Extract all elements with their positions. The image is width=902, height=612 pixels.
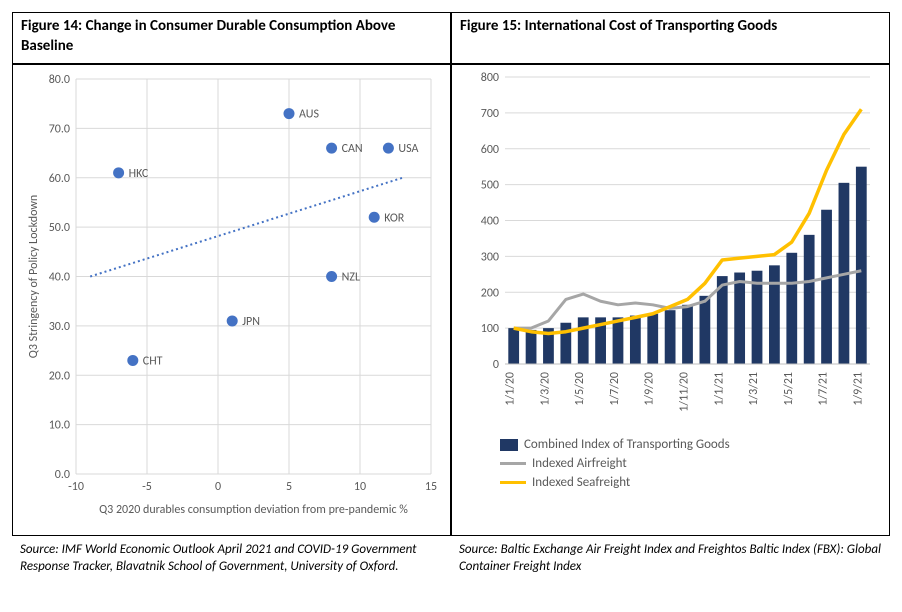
bar-10	[682, 305, 693, 364]
svg-text:60.0: 60.0	[49, 172, 70, 186]
svg-text:-5: -5	[142, 480, 152, 494]
svg-text:1/5/21: 1/5/21	[782, 372, 796, 406]
legend-bars: Combined Index of Transporting Goods	[500, 437, 877, 452]
svg-text:1/9/20: 1/9/20	[643, 372, 657, 406]
svg-text:5: 5	[286, 480, 292, 494]
bar-7	[630, 316, 641, 364]
label-NZL: NZL	[342, 271, 360, 285]
bar-4	[578, 317, 589, 364]
label-USA: USA	[398, 142, 418, 156]
svg-text:1/7/20: 1/7/20	[608, 372, 622, 406]
svg-text:0: 0	[215, 480, 221, 494]
point-CHT	[127, 355, 138, 366]
bar-6	[613, 317, 624, 364]
svg-text:10.0: 10.0	[49, 419, 70, 433]
label-CAN: CAN	[342, 142, 363, 156]
fig14-title: Figure 14: Change in Consumer Durable Co…	[12, 12, 451, 64]
point-HKC	[113, 167, 124, 178]
scatter-svg: 0.010.020.030.040.050.060.070.080.0-10-5…	[21, 69, 441, 519]
svg-text:1/3/20: 1/3/20	[538, 372, 552, 406]
svg-text:50.0: 50.0	[49, 221, 70, 235]
point-CAN	[326, 143, 337, 154]
bar-0	[508, 328, 519, 364]
bar-18	[821, 210, 832, 364]
point-USA	[383, 143, 394, 154]
legend-line-1: Indexed Seafreight	[500, 475, 877, 490]
bar-11	[699, 296, 710, 364]
svg-text:Q3 2020 durables consumption d: Q3 2020 durables consumption deviation f…	[99, 503, 408, 517]
svg-text:500: 500	[481, 179, 499, 193]
bar-3	[560, 323, 571, 364]
svg-text:1/7/21: 1/7/21	[817, 372, 831, 406]
svg-text:300: 300	[481, 250, 499, 264]
label-KOR: KOR	[384, 211, 405, 225]
svg-text:70.0: 70.0	[49, 122, 70, 136]
label-JPN: JPN	[242, 315, 260, 329]
svg-text:0: 0	[493, 358, 499, 372]
figure-pair: Figure 14: Change in Consumer Durable Co…	[12, 12, 890, 536]
point-NZL	[326, 271, 337, 282]
svg-text:30.0: 30.0	[49, 320, 70, 334]
fig14-source: Source: IMF World Economic Outlook April…	[12, 536, 451, 582]
bar-9	[665, 310, 676, 364]
fig15-title: Figure 15: International Cost of Transpo…	[451, 12, 890, 64]
svg-text:700: 700	[481, 107, 499, 121]
bar-15	[769, 265, 780, 364]
svg-text:15: 15	[425, 480, 437, 494]
svg-text:1/3/21: 1/3/21	[747, 372, 761, 406]
label-CHT: CHT	[143, 354, 163, 368]
svg-text:-10: -10	[68, 480, 84, 494]
svg-text:Q3 Stringency of Policy Lockdo: Q3 Stringency of Policy Lockdown	[27, 195, 41, 358]
svg-text:400: 400	[481, 215, 499, 229]
bar-13	[734, 273, 745, 364]
svg-text:200: 200	[481, 286, 499, 300]
fig15-chart: 0 100 200 300 400 500 600 700 800 1/1/20 1/3/20 1/5…	[451, 64, 890, 536]
point-JPN	[227, 315, 238, 326]
svg-text:80.0: 80.0	[49, 73, 70, 87]
svg-text:800: 800	[481, 71, 499, 85]
bar-20	[856, 167, 867, 364]
fig14-chart: 0.010.020.030.040.050.060.070.080.0-10-5…	[12, 64, 451, 536]
svg-text:1/11/20: 1/11/20	[678, 372, 692, 412]
bar-1	[526, 330, 537, 364]
label-HKC: HKC	[129, 167, 149, 181]
svg-text:1/1/21: 1/1/21	[712, 372, 726, 406]
bar-17	[804, 235, 815, 364]
point-AUS	[284, 108, 295, 119]
point-KOR	[369, 212, 380, 223]
svg-text:1/1/20: 1/1/20	[504, 372, 518, 406]
fig15-legend: Combined Index of Transporting Goods Inde…	[460, 429, 881, 490]
svg-text:1/5/20: 1/5/20	[573, 372, 587, 406]
legend-line-0: Indexed Airfreight	[500, 456, 877, 471]
label-AUS: AUS	[299, 108, 319, 122]
svg-text:1/9/21: 1/9/21	[851, 372, 865, 406]
svg-text:20.0: 20.0	[49, 369, 70, 383]
combo-svg: 0 100 200 300 400 500 600 700 800 1/1/20 1/3/20 1/5…	[460, 69, 880, 429]
svg-text:10: 10	[354, 480, 366, 494]
svg-text:40.0: 40.0	[49, 271, 70, 285]
svg-text:100: 100	[481, 322, 499, 336]
bar-8	[647, 314, 658, 364]
bar-16	[786, 253, 797, 364]
fig15-source: Source: Baltic Exchange Air Freight Inde…	[451, 536, 890, 582]
svg-text:600: 600	[481, 143, 499, 157]
